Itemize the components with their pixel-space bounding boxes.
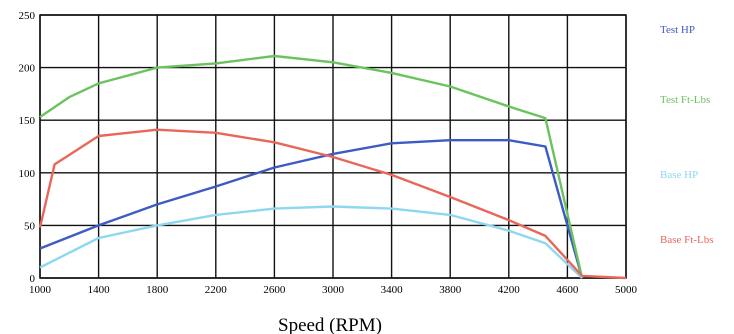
x-tick-label: 3400 [381, 284, 404, 296]
y-tick-label: 200 [19, 63, 36, 75]
legend-entry: Test HP [660, 24, 695, 36]
x-tick-label: 2600 [263, 284, 286, 296]
series-line-test-ft-lbs [39, 54, 584, 279]
x-tick-label: 5000 [615, 284, 638, 296]
y-tick-label: 250 [19, 10, 36, 22]
legend: Test HP Test Ft-Lbs Base HP Base Ft-Lbs [660, 24, 713, 246]
x-tick-label: 1000 [29, 284, 52, 296]
y-tick-label: 50 [24, 220, 36, 232]
legend-entry: Base HP [660, 169, 698, 181]
y-tick-label: 0 [30, 273, 36, 285]
y-tick-label: 100 [19, 168, 36, 180]
x-tick-label: 3000 [322, 284, 345, 296]
series-line-base-ft-lbs [38, 128, 627, 280]
y-tick-label: 150 [19, 115, 36, 127]
legend-entry: Test Ft-Lbs [660, 94, 710, 106]
x-tick-label: 4200 [498, 284, 521, 296]
series-line-test-hp [39, 138, 584, 279]
legend-entry: Base Ft-Lbs [660, 234, 713, 246]
x-tick-label: 1400 [88, 284, 111, 296]
x-tick-label: 2200 [205, 284, 228, 296]
series-line-base-hp [39, 205, 583, 279]
x-tick-label: 3800 [439, 284, 462, 296]
tick-labels: 1000 1400 1800 2200 2600 3000 3400 3800 4200 4600… [19, 10, 638, 296]
x-tick-label: 1800 [146, 284, 169, 296]
x-axis-label: Speed (RPM) [278, 315, 382, 334]
series-lines [38, 54, 627, 280]
grid [39, 14, 627, 279]
x-tick-label: 4600 [556, 284, 579, 296]
